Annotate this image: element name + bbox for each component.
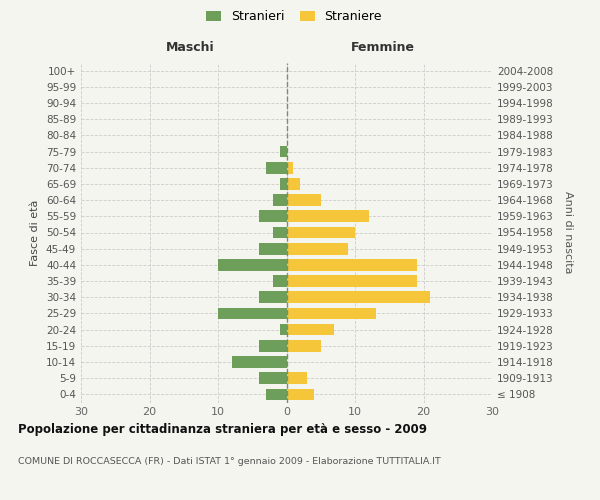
Bar xyxy=(259,292,287,303)
Bar xyxy=(287,210,369,222)
Y-axis label: Anni di nascita: Anni di nascita xyxy=(563,191,573,274)
Bar xyxy=(287,340,321,351)
Bar xyxy=(287,388,314,400)
Y-axis label: Fasce di età: Fasce di età xyxy=(31,200,40,266)
Bar xyxy=(266,162,287,173)
Text: Maschi: Maschi xyxy=(166,41,214,54)
Bar xyxy=(287,194,321,206)
Bar xyxy=(273,226,287,238)
Bar xyxy=(259,340,287,351)
Text: Popolazione per cittadinanza straniera per età e sesso - 2009: Popolazione per cittadinanza straniera p… xyxy=(18,422,427,436)
Bar xyxy=(287,162,293,173)
Legend: Stranieri, Straniere: Stranieri, Straniere xyxy=(202,6,386,26)
Bar xyxy=(218,308,287,320)
Bar xyxy=(287,178,300,190)
Bar xyxy=(280,146,287,158)
Bar xyxy=(280,178,287,190)
Bar xyxy=(287,308,376,320)
Bar xyxy=(287,243,348,254)
Bar xyxy=(266,388,287,400)
Bar xyxy=(280,324,287,336)
Bar xyxy=(287,259,416,270)
Bar xyxy=(259,210,287,222)
Text: COMUNE DI ROCCASECCA (FR) - Dati ISTAT 1° gennaio 2009 - Elaborazione TUTTITALIA: COMUNE DI ROCCASECCA (FR) - Dati ISTAT 1… xyxy=(18,458,441,466)
Bar xyxy=(273,275,287,287)
Bar xyxy=(232,356,287,368)
Bar xyxy=(259,372,287,384)
Bar xyxy=(218,259,287,270)
Bar xyxy=(273,194,287,206)
Bar xyxy=(287,275,416,287)
Bar xyxy=(287,226,355,238)
Text: Femmine: Femmine xyxy=(351,41,415,54)
Bar xyxy=(259,243,287,254)
Bar xyxy=(287,372,307,384)
Bar xyxy=(287,292,430,303)
Bar xyxy=(287,324,334,336)
